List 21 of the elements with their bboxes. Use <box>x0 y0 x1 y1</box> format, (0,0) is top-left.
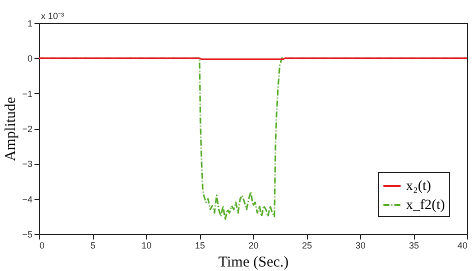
x-tick-label: 15 <box>194 240 206 250</box>
legend-label: x_f2(t) <box>406 198 446 213</box>
x-tick-label: 0 <box>40 240 45 250</box>
y-tick-label: −4 <box>22 194 32 204</box>
text: x 10⁻³ <box>41 11 64 21</box>
x-tick-label: 20 <box>248 240 259 250</box>
x-tick-label: 40 <box>457 240 468 250</box>
legend-label: x₂(t) <box>406 179 432 194</box>
y-tick-label: −1 <box>22 88 32 99</box>
y-tick-label: 1 <box>27 18 32 28</box>
x-axis-title: Time (Sec.) <box>218 254 289 270</box>
y-tick-label: −5 <box>22 230 32 240</box>
x-tick-label: 35 <box>408 240 420 250</box>
y-tick-label: −2 <box>22 124 32 134</box>
y-tick-label: −3 <box>22 159 32 170</box>
y-tick-label: 0 <box>27 54 32 64</box>
y-axis-title: Amplitude <box>3 96 20 162</box>
x-tick-label: 5 <box>90 240 96 250</box>
x-tick-label: 25 <box>302 240 312 250</box>
x-tick-label: 10 <box>141 240 152 250</box>
x-tick-label: 30 <box>355 240 366 250</box>
